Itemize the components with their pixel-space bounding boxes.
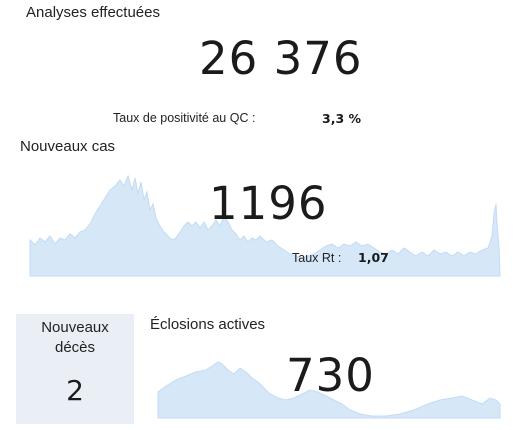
nouveaux-cas-value: 1196 — [209, 177, 328, 230]
eclosions-area — [157, 361, 501, 419]
positivity-value: 3,3 % — [322, 111, 362, 126]
rt-value: 1,07 — [358, 250, 389, 265]
deces-title-line1: Nouveaux — [41, 319, 109, 336]
deces-value: 2 — [66, 374, 84, 407]
deces-panel: Nouveaux décès 2 — [16, 314, 134, 424]
rt-label: Taux Rt : — [292, 251, 342, 265]
eclosions-value: 730 — [286, 349, 375, 402]
eclosions-title: Éclosions actives — [150, 316, 266, 333]
analyses-value: 26 376 — [199, 32, 363, 85]
deces-title: Nouveaux décès — [16, 318, 134, 358]
nouveaux-cas-title: Nouveaux cas — [20, 138, 116, 155]
positivity-label: Taux de positivité au QC : — [113, 111, 256, 125]
analyses-title: Analyses effectuées — [26, 4, 160, 21]
cases-area — [29, 174, 501, 277]
deces-title-line2: décès — [54, 339, 96, 356]
